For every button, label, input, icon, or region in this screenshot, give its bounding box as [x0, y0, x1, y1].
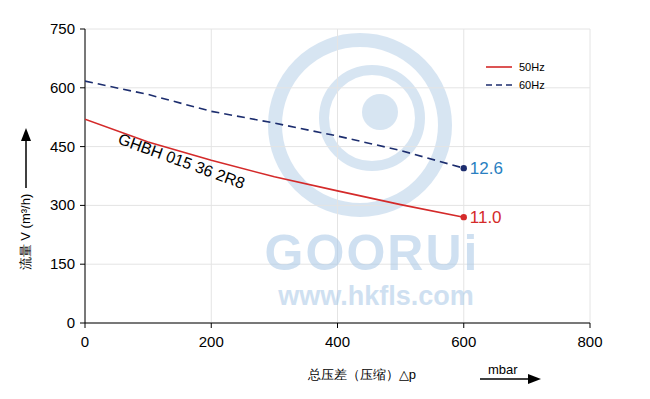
tick [80, 29, 85, 30]
plot-area [85, 81, 467, 220]
tick [337, 323, 338, 328]
tick [80, 146, 85, 147]
end-marker [461, 165, 467, 171]
legend-label: 50Hz [519, 61, 545, 73]
tick-label: 800 [577, 333, 602, 350]
y-axis [85, 29, 86, 323]
tick-label: 600 [451, 333, 476, 350]
x-axis [85, 323, 590, 324]
y-arrow [25, 135, 27, 188]
tick [80, 205, 85, 206]
x-axis-unit: mbar [488, 362, 518, 377]
tick-label: 600 [50, 79, 75, 96]
legend-label: 60Hz [519, 79, 545, 91]
y-axis-label: 流量 V (m³/h) [18, 194, 33, 271]
annotation: 11.0 [470, 208, 502, 227]
series-line [85, 119, 464, 217]
x-arrow [480, 378, 533, 380]
watermark-url: www.hkfls.com [277, 281, 474, 311]
watermark-swirl [362, 94, 398, 130]
grid-line [85, 323, 590, 324]
tick [80, 323, 85, 324]
chart: 0 150 300 450 600 750 0 200 400 600 800 GOORUiwww.h… [0, 0, 650, 399]
tick-label: 0 [81, 333, 89, 350]
annotation: 12.6 [470, 159, 503, 178]
tick [463, 323, 464, 328]
watermark-logo: GOORUi [265, 225, 480, 281]
x-axis-label: 总压差（压缩）△p [307, 367, 416, 382]
tick [85, 323, 86, 328]
watermark-text: GOORUiwww.hkfls.com [265, 225, 480, 311]
x-arrowhead [528, 374, 541, 384]
tick-label: 150 [50, 255, 75, 272]
grid-line [590, 29, 591, 323]
tick-label: 0 [67, 314, 75, 331]
end-marker [461, 214, 467, 220]
tick [80, 264, 85, 265]
tick [211, 323, 212, 328]
tick-label: 200 [199, 333, 224, 350]
tick-label: 750 [50, 20, 75, 37]
watermark [275, 40, 445, 210]
legend: 50Hz 60Hz [486, 61, 545, 91]
curve-label: GHBH 015 36 2R8 [116, 130, 247, 192]
tick-label: 300 [50, 196, 75, 213]
tick [80, 87, 85, 88]
tick-label: 450 [50, 138, 75, 155]
grid [85, 29, 590, 323]
watermark-swirl [275, 40, 445, 210]
y-arrowhead [21, 128, 31, 141]
tick [590, 323, 591, 328]
tick-label: 400 [325, 333, 350, 350]
grid-line [85, 29, 86, 323]
legend-swatch [486, 66, 512, 68]
legend-swatch [486, 84, 512, 86]
